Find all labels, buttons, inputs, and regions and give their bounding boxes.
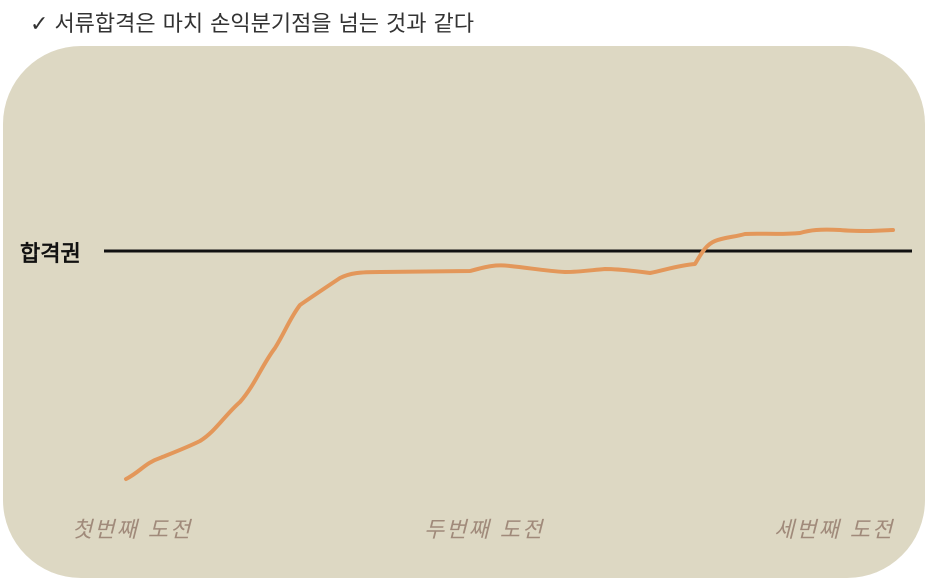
stage-label-second: 두번째 도전 — [424, 518, 545, 543]
slide-title: ✓ 서류합격은 마치 손익분기점을 넘는 것과 같다 — [30, 6, 474, 38]
check-icon: ✓ — [30, 12, 49, 37]
progress-curve — [124, 227, 895, 481]
stage-label-third: 세번째 도전 — [774, 518, 895, 543]
slide-title-text: 서류합격은 마치 손익분기점을 넘는 것과 같다 — [54, 12, 474, 37]
diagram-panel — [3, 46, 925, 578]
stage-label-first: 첫번째 도전 — [72, 518, 193, 543]
pass-threshold-label: 합격권 — [20, 242, 81, 267]
